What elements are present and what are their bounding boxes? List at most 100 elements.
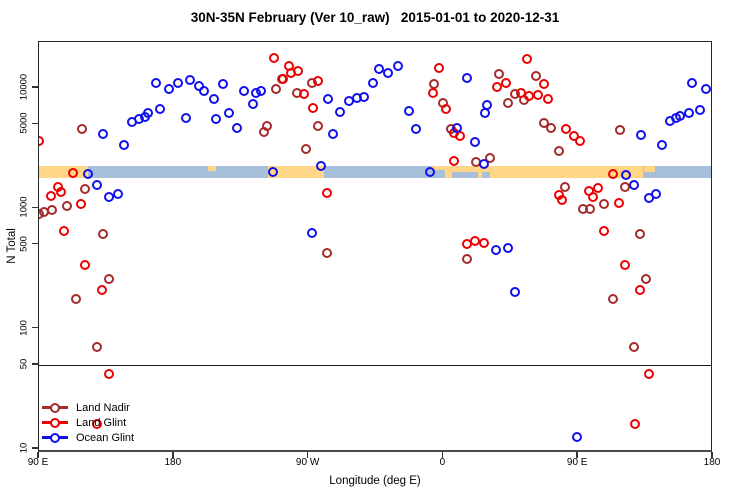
data-point-land-nadir: [628, 342, 639, 353]
data-point-ocean-glint: [628, 180, 639, 191]
x-tick-label: 90 W: [295, 457, 320, 468]
data-point-ocean-glint: [210, 114, 221, 125]
data-point-land-nadir: [261, 121, 272, 131]
y-tick-label: 50: [18, 358, 30, 370]
data-point-land-nadir: [502, 97, 513, 108]
data-point-land-nadir: [62, 200, 73, 211]
legend-item-land-glint: Land Glint: [42, 415, 134, 430]
data-point-land-nadir: [321, 247, 332, 258]
data-point-land-glint: [598, 225, 609, 236]
data-point-land-glint: [448, 155, 459, 166]
data-point-land-nadir: [312, 121, 323, 131]
data-point-land-glint: [630, 419, 641, 430]
x-tick-label: 90 E: [566, 457, 588, 468]
land-strip: [39, 166, 89, 178]
y-axis-label: N Total: [6, 228, 18, 264]
data-point-ocean-glint: [700, 84, 711, 95]
data-point-land-glint: [56, 186, 67, 197]
data-point-land-glint: [80, 260, 91, 271]
y-tick: [32, 242, 38, 245]
land-fleck: [208, 166, 216, 172]
data-point-land-nadir: [538, 117, 549, 128]
data-point-land-nadir: [585, 203, 596, 214]
data-point-land-glint: [59, 225, 70, 236]
data-point-land-nadir: [615, 124, 626, 135]
land-fleck: [644, 166, 655, 173]
data-point-land-glint: [538, 79, 549, 90]
data-point-land-nadir: [71, 293, 82, 304]
data-point-ocean-glint: [150, 78, 161, 89]
data-point-ocean-glint: [155, 104, 166, 115]
x-tick: [172, 452, 174, 458]
data-point-ocean-glint: [180, 113, 191, 124]
data-point-land-glint: [478, 238, 489, 249]
data-point-ocean-glint: [323, 94, 334, 105]
data-point-land-nadir: [531, 71, 542, 82]
data-point-ocean-glint: [113, 188, 124, 199]
ocean-notch: [452, 171, 478, 178]
data-point-land-glint: [492, 82, 503, 93]
data-point-ocean-glint: [411, 124, 422, 134]
data-point-land-glint: [293, 65, 304, 76]
data-point-land-nadir: [546, 122, 557, 133]
data-point-land-glint: [278, 74, 289, 84]
y-tick: [32, 447, 38, 449]
x-tick: [37, 452, 39, 458]
data-point-ocean-glint: [368, 78, 378, 89]
data-point-land-nadir: [559, 181, 570, 192]
data-point-ocean-glint: [478, 158, 489, 169]
data-point-land-glint: [68, 167, 79, 178]
data-point-ocean-glint: [335, 106, 346, 117]
data-point-land-nadir: [493, 68, 504, 79]
data-point-land-nadir: [77, 124, 88, 134]
data-point-ocean-glint: [209, 94, 220, 105]
data-point-land-glint: [75, 198, 86, 209]
data-point-land-nadir: [462, 253, 473, 264]
data-point-land-glint: [45, 190, 56, 201]
data-point-ocean-glint: [393, 61, 404, 72]
data-point-land-glint: [613, 197, 624, 208]
data-point-ocean-glint: [248, 98, 259, 109]
x-tick-label: 90 E: [27, 457, 49, 468]
data-point-land-glint: [321, 188, 332, 199]
data-point-land-nadir: [607, 293, 618, 304]
y-tick-label: 500: [18, 235, 30, 252]
y-tick-label: 100: [18, 319, 30, 336]
data-point-ocean-glint: [267, 167, 278, 178]
data-point-ocean-glint: [143, 107, 154, 118]
data-point-land-glint: [501, 78, 512, 89]
data-point-ocean-glint: [239, 86, 250, 97]
data-point-ocean-glint: [306, 227, 317, 238]
y-tick: [32, 363, 38, 365]
data-point-ocean-glint: [502, 242, 513, 253]
reference-line-50: [39, 364, 711, 367]
data-point-land-glint: [92, 419, 103, 430]
data-point-ocean-glint: [98, 129, 109, 140]
data-point-ocean-glint: [119, 140, 130, 151]
y-tick: [32, 122, 38, 125]
data-point-ocean-glint: [327, 129, 338, 140]
data-point-ocean-glint: [462, 73, 473, 84]
data-point-land-nadir: [484, 153, 495, 164]
y-tick-label: 5000: [18, 112, 30, 134]
chart-title: 30N-35N February (Ver 10_raw) 2015-01-01…: [190, 10, 560, 25]
data-point-land-glint: [39, 136, 44, 147]
x-tick: [711, 452, 713, 458]
data-point-ocean-glint: [403, 106, 414, 117]
x-tick-label: 0: [439, 457, 446, 468]
legend: Land Nadir Land Glint Ocean Glint: [42, 400, 134, 445]
data-point-ocean-glint: [198, 86, 209, 97]
data-point-ocean-glint: [657, 140, 668, 151]
data-point-ocean-glint: [92, 180, 103, 191]
data-point-land-glint: [607, 169, 618, 180]
data-point-ocean-glint: [424, 167, 435, 178]
ocean-notch: [431, 170, 445, 178]
legend-item-ocean-glint: Ocean Glint: [42, 430, 134, 445]
x-tick-label: 180: [164, 457, 182, 468]
data-point-land-glint: [522, 53, 533, 64]
data-point-ocean-glint: [359, 92, 370, 103]
plot-area: [38, 41, 712, 452]
data-point-land-nadir: [598, 198, 609, 209]
data-point-land-glint: [433, 62, 444, 73]
